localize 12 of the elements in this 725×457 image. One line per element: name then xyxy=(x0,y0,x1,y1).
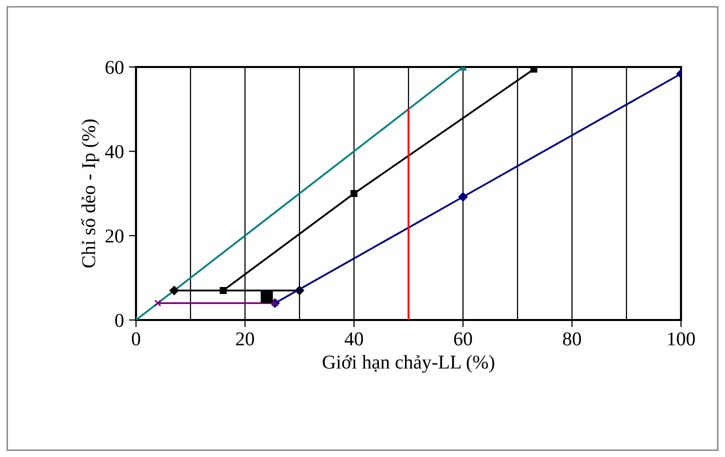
x-tick-label: 80 xyxy=(563,332,581,346)
y-axis-title: Chỉ số dẻo - Ip (%) xyxy=(80,120,100,268)
x-axis-title: Giới hạn chảy-LL (%) xyxy=(322,354,494,373)
y-tick-label: 60 xyxy=(106,60,124,74)
x-tick-label: 20 xyxy=(236,332,254,346)
y-tick-label: 0 xyxy=(115,314,124,327)
y-tick-label: 40 xyxy=(105,145,124,158)
x-tick-label: 0 xyxy=(132,332,140,346)
x-tick-label: 60 xyxy=(454,332,472,346)
x-tick-label: 40 xyxy=(344,332,363,346)
y-tick-label: 20 xyxy=(106,229,124,243)
x-tick-label: 100 xyxy=(668,332,695,346)
